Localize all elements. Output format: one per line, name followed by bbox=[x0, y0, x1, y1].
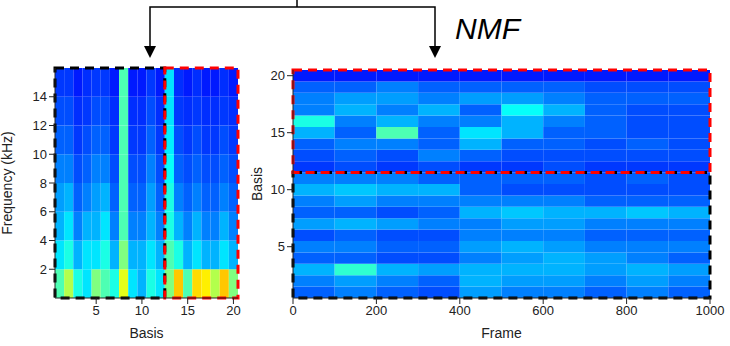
svg-text:15: 15 bbox=[271, 125, 285, 140]
svg-text:400: 400 bbox=[449, 303, 471, 318]
svg-text:4: 4 bbox=[40, 233, 47, 248]
svg-text:2: 2 bbox=[40, 262, 47, 277]
svg-text:6: 6 bbox=[40, 204, 47, 219]
svg-text:5: 5 bbox=[278, 239, 285, 254]
svg-text:10: 10 bbox=[135, 303, 149, 318]
svg-text:5: 5 bbox=[93, 303, 100, 318]
svg-text:20: 20 bbox=[271, 68, 285, 83]
svg-text:0: 0 bbox=[289, 303, 296, 318]
svg-text:8: 8 bbox=[40, 176, 47, 191]
svg-text:10: 10 bbox=[33, 147, 47, 162]
svg-text:800: 800 bbox=[616, 303, 638, 318]
svg-text:20: 20 bbox=[226, 303, 240, 318]
svg-text:200: 200 bbox=[366, 303, 388, 318]
svg-text:12: 12 bbox=[33, 118, 47, 133]
svg-text:15: 15 bbox=[180, 303, 194, 318]
svg-text:Frequency (kHz): Frequency (kHz) bbox=[0, 131, 15, 234]
svg-text:Frame: Frame bbox=[481, 325, 522, 341]
svg-text:14: 14 bbox=[33, 89, 47, 104]
svg-text:Basis: Basis bbox=[129, 325, 163, 341]
svg-text:Basis: Basis bbox=[250, 167, 265, 201]
svg-text:1000: 1000 bbox=[696, 303, 725, 318]
svg-text:10: 10 bbox=[271, 182, 285, 197]
html-text:NMF: NMF bbox=[455, 12, 520, 45]
svg-text:600: 600 bbox=[532, 303, 554, 318]
